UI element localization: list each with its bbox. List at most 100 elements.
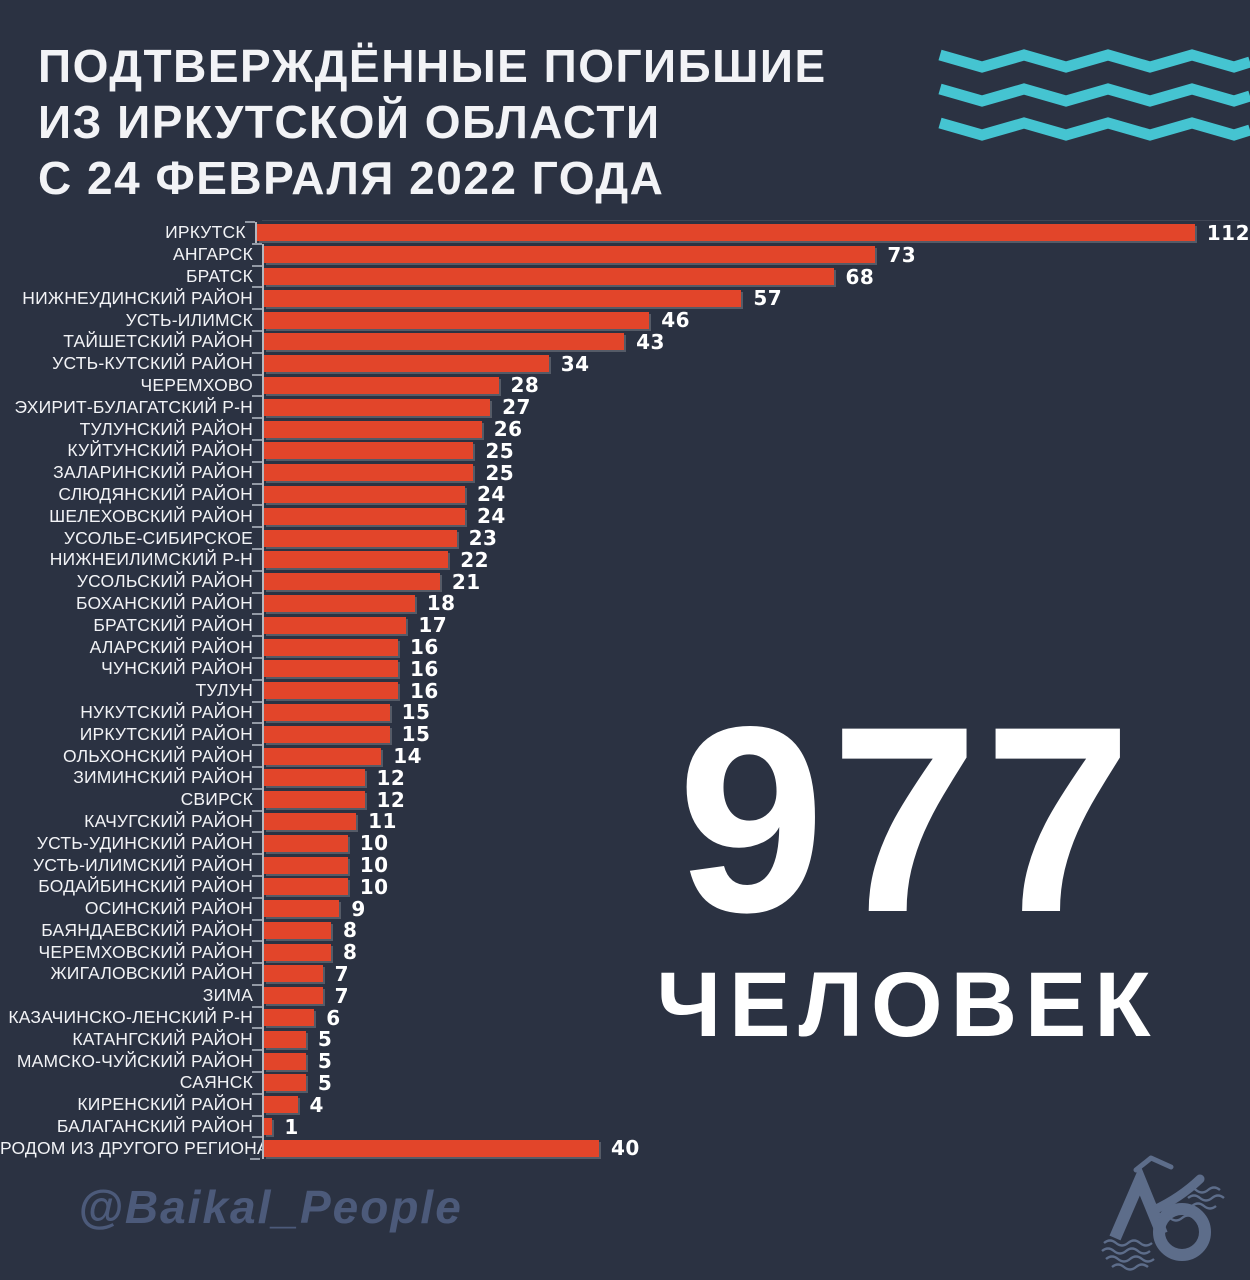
bar: [264, 442, 474, 460]
bar-label: САЯНСК: [179, 1072, 253, 1093]
axis-tick: [252, 1049, 262, 1052]
bar-label: АНГАРСК: [173, 244, 253, 265]
axis-tick: [252, 395, 262, 398]
bar: [264, 529, 457, 547]
bar-label: НИЖНЕИЛИМСКИЙ Р-Н: [49, 549, 253, 570]
bar-value: 22: [460, 547, 490, 572]
bar-row: УСОЛЬЕ-СИБИРСКОЕ 23: [0, 526, 1250, 550]
bar-value: 8: [343, 918, 358, 943]
bar: [264, 267, 834, 285]
bar-area: 14: [252, 744, 1250, 768]
bar-area: 68: [252, 265, 1250, 289]
axis-tick: [252, 1027, 262, 1030]
bar-label: БРАТСКИЙ РАЙОН: [93, 614, 253, 635]
bar-value: 4: [309, 1092, 324, 1117]
bar-value: 21: [451, 569, 481, 594]
total-count-label: ЧЕЛОВЕК: [656, 954, 1159, 1056]
axis-tick: [252, 962, 262, 965]
bar-row: ТУЛУНСКИЙ РАЙОН 26: [0, 417, 1250, 441]
bar-value: 7: [334, 983, 350, 1008]
bar-row: АЛАРСКИЙ РАЙОН 16: [0, 635, 1250, 660]
bar-label: КАЧУГСКИЙ РАЙОН: [84, 810, 253, 831]
axis-tick: [252, 918, 262, 921]
bar-label: УСТЬ-КУТСКИЙ РАЙОН: [52, 353, 253, 374]
bar-value: 16: [410, 635, 439, 660]
bar: [264, 791, 365, 809]
axis-tick: [252, 722, 262, 725]
bar-row: ОЛЬХОНСКИЙ РАЙОН 14: [0, 744, 1250, 768]
bar-area: 24: [252, 482, 1250, 506]
bar-label: ЧЕРЕМХОВСКИЙ РАЙОН: [38, 941, 253, 962]
bar-value: 73: [887, 242, 917, 267]
bar-value: 43: [636, 329, 665, 354]
bar-value: 25: [485, 460, 515, 485]
bar-label: БОХАНСКИЙ РАЙОН: [76, 592, 253, 613]
bar-area: 12: [252, 788, 1250, 812]
bar-label: КУЙТУНСКИЙ РАЙОН: [67, 440, 253, 461]
axis-tick: [252, 264, 262, 267]
bar: [264, 1030, 306, 1048]
bar: [264, 812, 357, 830]
bar-label: СЛЮДЯНСКИЙ РАЙОН: [58, 483, 253, 504]
axis-tick: [252, 744, 262, 747]
axis-tick: [252, 983, 262, 986]
bar-area: 10: [252, 875, 1250, 899]
bar-row: ЧЕРЕМХОВО 28: [0, 373, 1250, 397]
bar-value: 27: [502, 395, 531, 420]
axis-tick: [252, 547, 262, 550]
bar: [264, 573, 440, 591]
bar-value: 5: [317, 1027, 333, 1052]
bar-value: 112: [1206, 220, 1250, 245]
bar-row: КИРЕНСКИЙ РАЙОН 4: [0, 1092, 1250, 1117]
wave-lines-icon: [938, 49, 1250, 141]
chart-rows: ИРКУТСК 112 АНГАРСК 73 БРАТСК 68 НИЖНЕУДИНСКИЙ…: [0, 220, 1250, 1160]
bar-row: ЧЕРЕМХОВСКИЙ РАЙОН 8: [0, 940, 1250, 964]
axis-tick: [252, 460, 262, 463]
axis-tick: [252, 373, 262, 376]
bar: [264, 594, 415, 612]
bar-row: БОДАЙБИНСКИЙ РАЙОН 10: [0, 875, 1250, 899]
bar-value: 9: [351, 896, 366, 921]
bar-row: ЗИМА 7: [0, 983, 1250, 1008]
bar-row: ШЕЛЕХОВСКИЙ РАЙОН 24: [0, 504, 1250, 528]
bar-row: КУЙТУНСКИЙ РАЙОН 25: [0, 439, 1250, 463]
bar-row: ТУЛУН 16: [0, 679, 1250, 703]
bar-area: 15: [252, 700, 1250, 725]
bar-area: 5: [252, 1049, 1250, 1073]
bar-area: 34: [252, 352, 1250, 376]
bar-area: 57: [252, 286, 1250, 310]
bar: [264, 1052, 306, 1070]
bar-label: НУКУТСКИЙ РАЙОН: [80, 701, 253, 722]
axis-tick: [252, 1114, 262, 1117]
bar-row: БРАТСК 68: [0, 265, 1250, 289]
bar: [264, 921, 331, 939]
bar-area: 1: [252, 1114, 1250, 1139]
bar-area: 7: [252, 962, 1250, 986]
bar-label: УСОЛЬСКИЙ РАЙОН: [76, 571, 253, 592]
bar-value: 46: [661, 308, 691, 333]
bar-value: 15: [401, 700, 431, 725]
bar-label: НИЖНЕУДИНСКИЙ РАЙОН: [22, 287, 253, 308]
bar-area: 5: [252, 1071, 1250, 1095]
bar-row: ЭХИРИТ-БУЛАГАТСКИЙ Р-Н 27: [0, 395, 1250, 420]
bar-area: 17: [252, 613, 1250, 637]
bar-row: БАЯНДАЕВСКИЙ РАЙОН 8: [0, 918, 1250, 943]
bar-area: 4: [252, 1092, 1250, 1117]
axis-tick: [252, 635, 262, 638]
bar-label: АЛАРСКИЙ РАЙОН: [89, 636, 253, 657]
bar-label: ТУЛУНСКИЙ РАЙОН: [79, 418, 253, 439]
bar-area: 9: [252, 896, 1250, 921]
bar-label: ЧЕРЕМХОВО: [140, 374, 253, 395]
bar-label: ТУЛУН: [195, 680, 253, 701]
bar-label: БРАТСК: [185, 265, 253, 286]
bar-row: ЧУНСКИЙ РАЙОН 16: [0, 656, 1250, 681]
bar-value: 1: [284, 1114, 299, 1139]
bar-area: 27: [252, 395, 1250, 420]
axis-tick: [252, 765, 262, 768]
bar-value: 11: [368, 809, 397, 834]
bar-value: 10: [359, 853, 389, 878]
bar: [264, 638, 398, 656]
axis-tick: [252, 417, 262, 420]
bar-value: 16: [410, 656, 439, 681]
bar: [264, 507, 465, 525]
